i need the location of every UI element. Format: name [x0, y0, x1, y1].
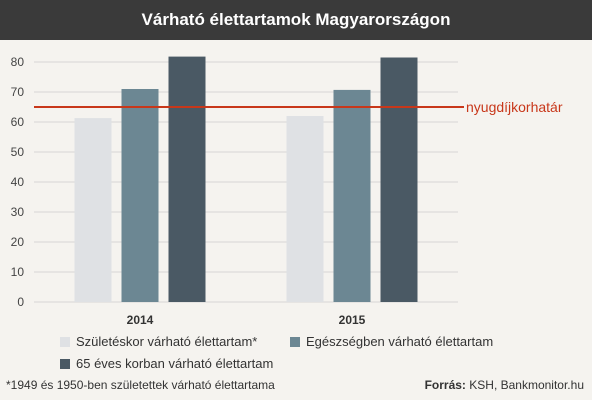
- legend-item-born: Születéskor várható élettartam*: [60, 334, 257, 349]
- legend-item-65: 65 éves korban várható élettartam: [60, 356, 273, 371]
- chart-area: 0 10 20 30 40 50 60 70 80 2014 2015 nyugdíjkorhatár: [0, 40, 592, 340]
- y-tick-label-60: 60: [11, 115, 25, 129]
- legend-item-healthy: Egészségben várható élettartam: [290, 334, 493, 349]
- bar-2014-series-2: [168, 56, 206, 302]
- chart-title: Várható élettartamok Magyarországon: [141, 10, 451, 29]
- legend-swatch-born: [60, 336, 70, 347]
- footnote: *1949 és 1950-ben születettek várható él…: [6, 378, 275, 392]
- y-tick-label-10: 10: [11, 265, 25, 279]
- legend-swatch-65: [60, 358, 70, 369]
- legend-label-healthy: Egészségben várható élettartam: [306, 334, 494, 349]
- y-tick-label-80: 80: [11, 55, 25, 69]
- x-tick-label-2015: 2015: [339, 313, 366, 327]
- reference-line-label: nyugdíjkorhatár: [466, 99, 563, 115]
- bar-2015-series-1: [333, 89, 371, 303]
- y-tick-label-50: 50: [11, 145, 25, 159]
- source-value: KSH, Bankmonitor.hu: [469, 378, 584, 392]
- y-tick-label-70: 70: [11, 85, 25, 99]
- x-tick-label-2014: 2014: [127, 313, 154, 327]
- chart-title-bar: Várható élettartamok Magyarországon: [0, 0, 592, 40]
- bar-chart: 0 10 20 30 40 50 60 70 80 2014 2015 nyugdíjkorhatár: [11, 55, 563, 327]
- bar-2014-series-1: [121, 89, 159, 302]
- y-tick-label-30: 30: [11, 205, 25, 219]
- bar-2015-series-0: [286, 116, 324, 302]
- y-tick-label-20: 20: [11, 235, 25, 249]
- legend-label-born: Születéskor várható élettartam*: [76, 334, 258, 349]
- source-credit: Forrás: KSH, Bankmonitor.hu: [425, 378, 584, 392]
- legend-label-65: 65 éves korban várható élettartam: [76, 356, 274, 371]
- legend-swatch-healthy: [290, 336, 300, 347]
- y-tick-label-40: 40: [11, 175, 25, 189]
- source-label: Forrás:: [424, 378, 466, 392]
- bar-2015-series-2: [380, 57, 418, 302]
- y-tick-label-0: 0: [17, 295, 24, 309]
- bar-2014-series-0: [74, 118, 112, 302]
